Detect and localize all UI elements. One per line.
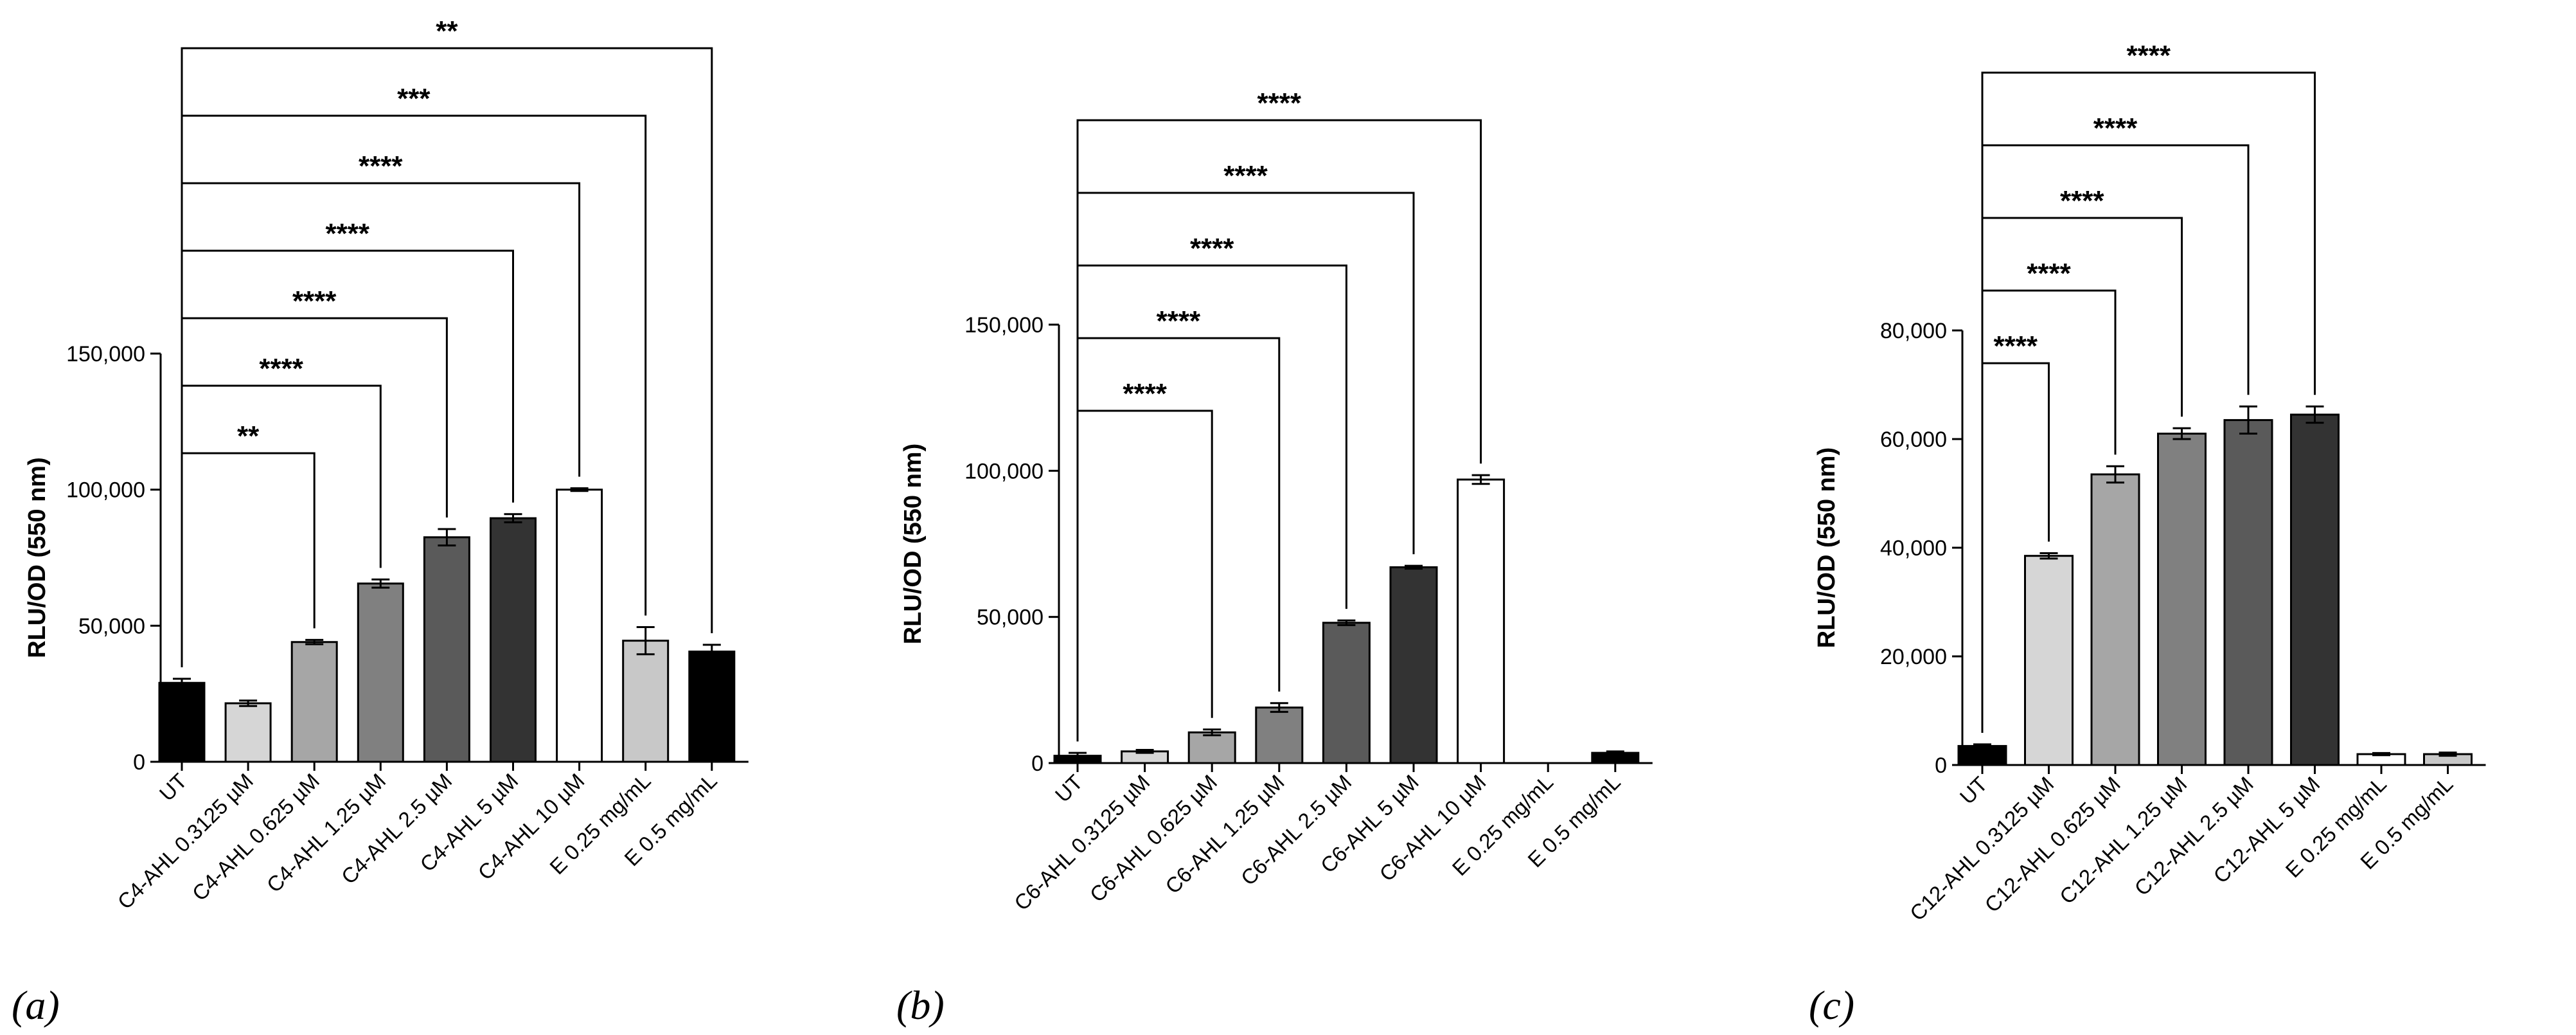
- bar: [1389, 566, 1438, 764]
- y-tick-label: 0: [1031, 752, 1044, 776]
- significance-bracket: [1076, 410, 1213, 742]
- significance-label: ****: [2060, 185, 2104, 217]
- y-tick-label: 150,000: [66, 342, 145, 366]
- panel-label: (a): [12, 982, 60, 1028]
- bar: [2157, 433, 2207, 766]
- bar: [556, 489, 603, 763]
- category-label: C4-AHL 1.25 µM: [262, 769, 391, 897]
- significance-bracket: [1076, 119, 1482, 742]
- significance-label: ***: [397, 83, 431, 114]
- bar: [2090, 473, 2140, 766]
- significance-label: ****: [326, 218, 370, 249]
- y-tick-label: 60,000: [1880, 428, 1947, 452]
- significance-label: ****: [1123, 378, 1167, 410]
- y-axis-title: RLU/OD (550 nm): [24, 457, 51, 658]
- category-label: UT: [1051, 770, 1087, 807]
- significance-label: ****: [2127, 40, 2171, 71]
- significance-label: **: [436, 15, 458, 47]
- bar: [1255, 706, 1304, 764]
- y-axis-title: RLU/OD (550 nm): [900, 444, 927, 644]
- significance-label: ****: [292, 285, 337, 317]
- significance-label: **: [237, 420, 260, 452]
- category-label: C12-AHL 2.5 µM: [2129, 772, 2258, 901]
- significance-label: ****: [359, 150, 403, 182]
- category-label: UT: [1955, 772, 1992, 809]
- y-tick-label: 50,000: [78, 614, 145, 638]
- category-label: C12-AHL 1.25 µM: [2055, 772, 2192, 909]
- significance-label: ****: [2093, 113, 2138, 144]
- chart-panel-3: 0 20,000 40,000 60,000 80,000 RLU/OD (550 nm)…: [1809, 40, 2486, 1028]
- y-tick-label: 150,000: [964, 313, 1044, 338]
- significance-label: ****: [1223, 160, 1268, 192]
- y-tick-label: 40,000: [1880, 536, 1947, 561]
- y-tick-label: 0: [133, 750, 145, 775]
- panel-label: (b): [896, 982, 945, 1028]
- y-tick-label: 0: [1935, 753, 1947, 778]
- y-tick-label: 100,000: [964, 459, 1044, 483]
- category-label: C6-AHL 1.25 µM: [1160, 770, 1289, 899]
- significance-bracket: [1981, 217, 2183, 733]
- bar: [158, 681, 206, 763]
- y-tick-label: 100,000: [66, 478, 145, 503]
- significance-label: ****: [259, 353, 303, 384]
- significance-label: ****: [1994, 330, 2038, 362]
- bar: [290, 641, 338, 763]
- significance-bracket: [181, 452, 315, 667]
- panel-label: (c): [1809, 982, 1854, 1028]
- significance-bracket: [1981, 71, 2316, 733]
- bar: [224, 702, 272, 763]
- category-label: C6-AHL 0.625 µM: [1085, 770, 1222, 907]
- y-tick-label: 80,000: [1880, 319, 1947, 343]
- bar: [1957, 744, 2007, 766]
- bar: [688, 651, 736, 763]
- bar: [1457, 478, 1506, 764]
- category-label: UT: [155, 769, 191, 806]
- bar: [2024, 555, 2074, 766]
- significance-label: ****: [1257, 87, 1302, 119]
- bar: [2290, 413, 2340, 766]
- bar: [622, 640, 670, 763]
- y-axis-title: RLU/OD (550 nm): [1813, 447, 1840, 648]
- significance-label: ****: [2027, 258, 2071, 289]
- bar: [2223, 419, 2273, 766]
- significance-bracket: [1076, 337, 1281, 742]
- y-tick-label: 20,000: [1880, 645, 1947, 669]
- bar: [357, 582, 404, 763]
- y-tick-label: 50,000: [977, 606, 1044, 630]
- bar: [423, 536, 470, 763]
- bar: [1322, 622, 1371, 764]
- category-label: C4-AHL 0.625 µM: [188, 769, 324, 906]
- significance-bracket: [181, 47, 713, 667]
- significance-bracket: [181, 384, 382, 667]
- bar: [1187, 731, 1236, 764]
- bar: [490, 517, 537, 763]
- significance-label: ****: [1157, 305, 1201, 337]
- significance-label: ****: [1190, 233, 1234, 264]
